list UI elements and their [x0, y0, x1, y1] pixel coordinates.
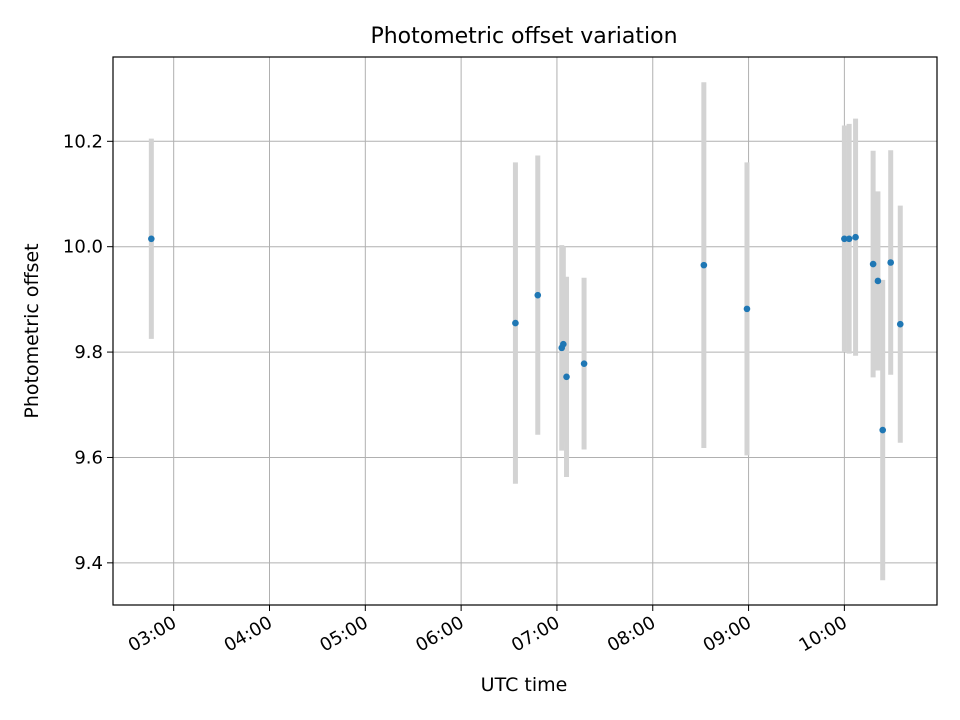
data-point — [887, 259, 894, 266]
y-tick-label: 10.0 — [63, 237, 103, 258]
y-axis-label: Photometric offset — [21, 243, 43, 418]
x-axis-label: UTC time — [481, 674, 568, 696]
y-axis-ticks: 9.4 9.6 9.8 10.0 10.2 — [63, 131, 113, 574]
data-point — [534, 291, 542, 299]
y-tick-label: 10.2 — [63, 131, 103, 152]
grid — [113, 57, 937, 605]
data-point — [845, 235, 853, 243]
plot-frame — [112, 56, 938, 606]
data-point — [874, 277, 882, 285]
chart-title: Photometric offset variation — [370, 24, 677, 49]
data-point — [563, 373, 570, 381]
data-points — [148, 233, 904, 434]
data-point — [560, 340, 567, 348]
data-point — [852, 233, 859, 241]
data-point — [896, 320, 904, 328]
data-point — [879, 426, 887, 434]
data-point — [580, 360, 588, 367]
data-point — [512, 319, 519, 327]
data-point — [841, 235, 848, 243]
data-point — [743, 305, 751, 313]
data-point — [148, 235, 155, 243]
data-point — [700, 261, 708, 269]
y-tick-label: 9.4 — [74, 553, 103, 574]
data-point — [869, 260, 877, 268]
y-tick-label: 9.8 — [74, 342, 103, 363]
y-tick-label: 9.6 — [74, 447, 103, 468]
